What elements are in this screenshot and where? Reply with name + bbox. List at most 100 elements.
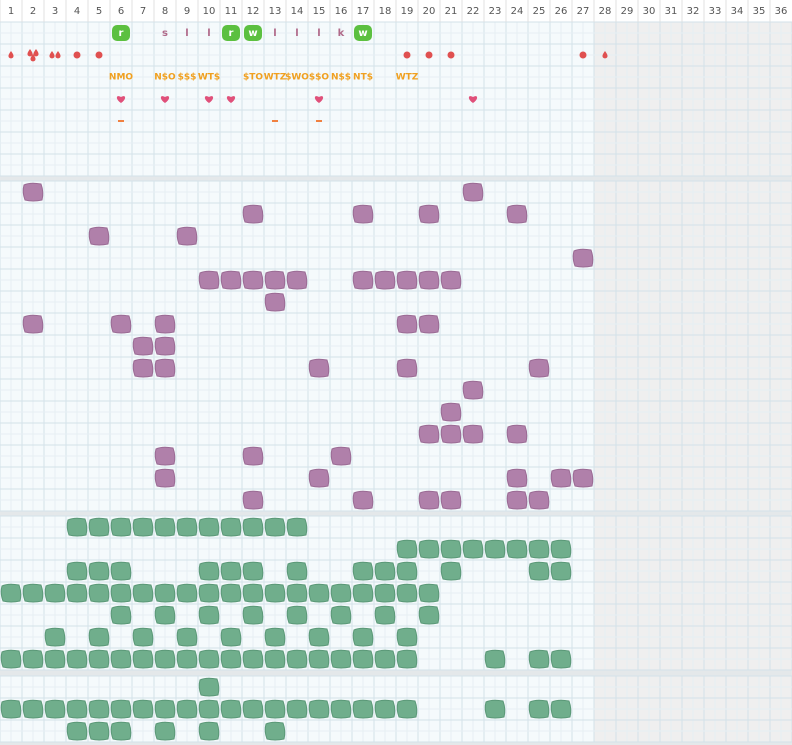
- badge: l: [207, 28, 210, 39]
- blob: [88, 627, 110, 647]
- blob: [154, 699, 176, 719]
- blob: [220, 561, 242, 581]
- blob: [330, 446, 352, 466]
- blob: [506, 424, 528, 444]
- blob: [528, 699, 550, 719]
- drop: [33, 49, 39, 57]
- blob: [484, 539, 506, 559]
- blob: [198, 699, 220, 719]
- blob: [110, 721, 132, 741]
- column-number: 9: [184, 6, 190, 17]
- blob: [154, 649, 176, 669]
- column-number: 14: [291, 6, 304, 17]
- column-number: 32: [687, 6, 700, 17]
- blob: [352, 699, 374, 719]
- column-number: 5: [96, 6, 102, 17]
- column-number: 8: [162, 6, 168, 17]
- column-number: 15: [313, 6, 326, 17]
- blob: [396, 561, 418, 581]
- column-number: 18: [379, 6, 392, 17]
- blob: [242, 605, 264, 625]
- column-number: 17: [357, 6, 370, 17]
- blob: [242, 583, 264, 603]
- blob: [22, 699, 44, 719]
- dot: [425, 51, 433, 59]
- column-number: 6: [118, 6, 124, 17]
- blob: [154, 446, 176, 466]
- blob: [176, 583, 198, 603]
- blob: [198, 561, 220, 581]
- blob: [374, 649, 396, 669]
- blob: [462, 424, 484, 444]
- blob: [198, 517, 220, 537]
- blob: [352, 270, 374, 290]
- blob: [308, 699, 330, 719]
- column-number: 10: [203, 6, 216, 17]
- blob: [242, 204, 264, 224]
- blob: [528, 649, 550, 669]
- blob: [330, 583, 352, 603]
- blob: [330, 699, 352, 719]
- column-number: 29: [621, 6, 634, 17]
- blob: [154, 336, 176, 356]
- badge-bg: [222, 25, 240, 41]
- code: N$O: [154, 73, 176, 83]
- blob: [484, 649, 506, 669]
- blob: [110, 561, 132, 581]
- code: $TO: [243, 73, 263, 83]
- blob: [220, 699, 242, 719]
- blob: [440, 539, 462, 559]
- blob: [286, 583, 308, 603]
- column-number: 23: [489, 6, 502, 17]
- blob: [396, 583, 418, 603]
- blob: [264, 270, 286, 290]
- blob: [132, 358, 154, 378]
- column-number: 13: [269, 6, 282, 17]
- blob: [374, 605, 396, 625]
- drop: [602, 51, 608, 59]
- blob: [176, 649, 198, 669]
- column-number: 16: [335, 6, 348, 17]
- blob: [418, 424, 440, 444]
- column-number: 21: [445, 6, 458, 17]
- code: NMO: [109, 73, 133, 83]
- blob: [462, 380, 484, 400]
- blob: [440, 424, 462, 444]
- blob: [132, 627, 154, 647]
- blob: [198, 677, 220, 697]
- blob: [66, 699, 88, 719]
- blob: [0, 699, 22, 719]
- blob: [44, 583, 66, 603]
- blob: [440, 561, 462, 581]
- blob: [418, 539, 440, 559]
- blob: [396, 270, 418, 290]
- blob: [550, 468, 572, 488]
- blob: [88, 561, 110, 581]
- blob: [220, 627, 242, 647]
- blob: [352, 204, 374, 224]
- badge: r: [229, 28, 234, 39]
- drop: [30, 54, 36, 62]
- blob: [286, 699, 308, 719]
- blob: [242, 517, 264, 537]
- blob: [264, 627, 286, 647]
- blob: [242, 561, 264, 581]
- blob: [176, 699, 198, 719]
- blob: [396, 358, 418, 378]
- blob: [264, 517, 286, 537]
- blob: [242, 490, 264, 510]
- blob: [88, 721, 110, 741]
- heart: [160, 96, 170, 103]
- blob: [220, 517, 242, 537]
- blob: [88, 517, 110, 537]
- badge: w: [358, 28, 367, 39]
- blob: [352, 583, 374, 603]
- dash: [316, 120, 322, 122]
- blob: [176, 226, 198, 246]
- blob: [154, 517, 176, 537]
- blob: [220, 270, 242, 290]
- column-number: 30: [643, 6, 656, 17]
- column-number: 2: [30, 6, 36, 17]
- blob: [132, 649, 154, 669]
